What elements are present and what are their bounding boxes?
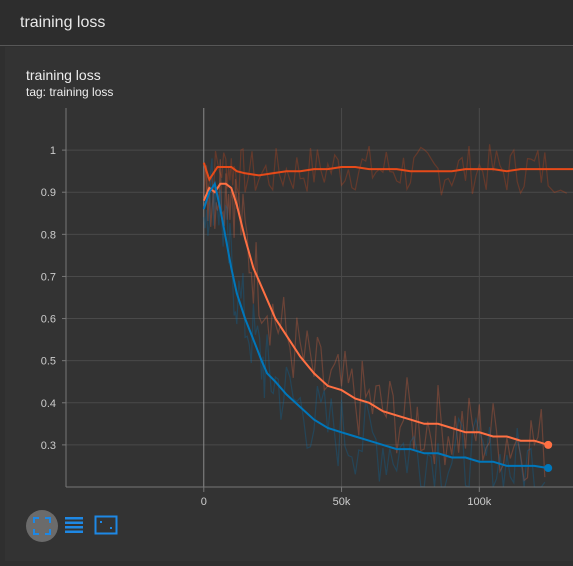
series-line — [202, 162, 573, 182]
x-tick-label: 0 — [201, 496, 207, 508]
y-tick-label: 1 — [50, 145, 56, 157]
series-line — [202, 181, 549, 470]
y-tick-label: 0.7 — [41, 271, 56, 283]
y-tick-label: 0.5 — [41, 356, 56, 368]
y-tick-label: 0.4 — [41, 398, 56, 410]
grid-layer — [66, 108, 573, 487]
y-tick-label: 0.6 — [41, 314, 56, 326]
x-tick-label: 50k — [333, 496, 351, 508]
fit-domain-button[interactable] — [26, 510, 58, 542]
chart-card — [5, 47, 573, 561]
x-tick-label: 100k — [467, 496, 491, 508]
series-line — [202, 182, 549, 446]
zoom-box-icon — [94, 515, 118, 535]
series-end-point — [544, 440, 553, 449]
chart-title: training loss — [26, 67, 101, 83]
y-tick-label: 0.9 — [41, 187, 56, 199]
chart-tag: tag: training loss — [26, 85, 114, 99]
raw-series-line — [203, 144, 568, 196]
card-header: training loss — [0, 0, 573, 46]
y-tick-label: 0.3 — [41, 440, 56, 452]
smoothed-series-layer — [202, 162, 573, 473]
fit-domain-icon — [33, 517, 51, 535]
raw-series-layer — [203, 144, 568, 488]
series-end-point — [544, 464, 553, 473]
zoom-box-button[interactable] — [94, 514, 118, 536]
axis-layer: 0.3 0.4 0.5 0.6 0.7 0.8 0.9 1 0 50k 100k — [41, 108, 573, 508]
log-scale-icon — [65, 517, 83, 533]
header-title: training loss — [20, 14, 106, 31]
log-scale-button[interactable] — [63, 514, 85, 536]
raw-series-line — [203, 158, 546, 488]
raw-series-line — [203, 159, 546, 482]
y-tick-label: 0.8 — [41, 229, 56, 241]
